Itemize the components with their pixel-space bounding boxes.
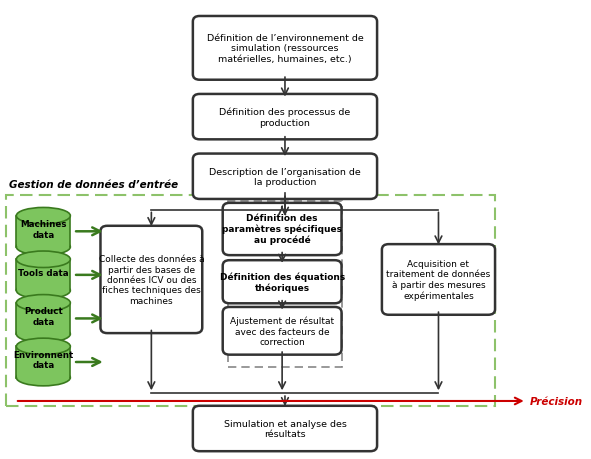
FancyBboxPatch shape [223,307,342,355]
FancyBboxPatch shape [193,95,377,140]
Bar [17,347,70,378]
FancyBboxPatch shape [100,226,202,333]
Text: Environnent
data: Environnent data [13,350,73,369]
Ellipse shape [17,369,70,386]
Ellipse shape [17,208,70,224]
Text: Machines
data: Machines data [20,220,67,239]
Ellipse shape [17,326,70,342]
FancyBboxPatch shape [223,261,342,304]
Bar [17,260,70,291]
FancyBboxPatch shape [382,245,495,315]
Ellipse shape [17,283,70,299]
Ellipse shape [17,239,70,256]
Bar [17,347,70,377]
Text: Acquisition et
traitement de données
à partir des mesures
expérimentales: Acquisition et traitement de données à p… [387,259,491,300]
Bar [17,303,70,334]
FancyBboxPatch shape [193,406,377,451]
Text: Précision: Précision [530,396,583,406]
FancyBboxPatch shape [193,154,377,200]
Bar [17,216,70,247]
Text: Définition des équations
théoriques: Définition des équations théoriques [219,272,345,292]
Text: Description de l’organisation de
la production: Description de l’organisation de la prod… [209,167,361,186]
Ellipse shape [17,338,70,355]
Text: Définition des processus de
production: Définition des processus de production [219,107,350,127]
Text: Ajustement de résultat
avec des facteurs de
correction: Ajustement de résultat avec des facteurs… [230,316,334,346]
Ellipse shape [17,295,70,311]
Text: Collecte des données à
partir des bases de
données ICV ou des
fiches techniques : Collecte des données à partir des bases … [99,255,204,305]
FancyBboxPatch shape [193,17,377,80]
Bar [17,303,70,334]
Bar [17,216,70,247]
Ellipse shape [17,252,70,268]
Text: Définition des
paramètres spécifiques
au procédé: Définition des paramètres spécifiques au… [222,214,342,245]
Text: Gestion de données d’entrée: Gestion de données d’entrée [9,180,178,190]
Bar [17,260,70,291]
Text: Définition de l’environnement de
simulation (ressources
matérielles, humaines, e: Définition de l’environnement de simulat… [207,34,363,64]
Text: Tools data: Tools data [18,269,69,277]
Text: Simulation et analyse des
résultats: Simulation et analyse des résultats [223,419,346,438]
FancyBboxPatch shape [223,203,342,256]
Text: Product
data: Product data [24,307,63,326]
